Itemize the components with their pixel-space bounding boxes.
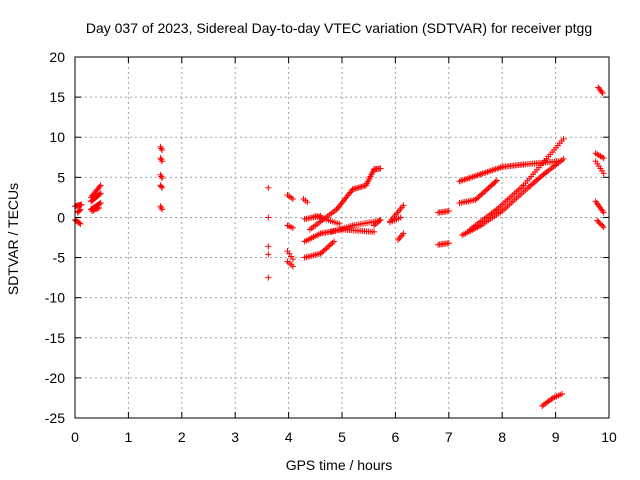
x-tick-label: 8	[498, 429, 506, 445]
data-point	[158, 184, 164, 190]
y-axis-label: SDTVAR / TECUs	[5, 183, 21, 295]
data-point	[324, 245, 330, 251]
x-tick-label: 6	[392, 429, 400, 445]
y-tick-label: -20	[45, 370, 65, 386]
x-tick-labels: 0 1 2 3 4 5 6 7 8 9 10	[71, 429, 617, 445]
y-tick-label: -5	[53, 250, 66, 266]
data-point	[322, 247, 328, 253]
data-point	[481, 189, 487, 195]
x-tick-label: 1	[125, 429, 133, 445]
x-tick-label: 7	[445, 429, 453, 445]
y-tick-label: 15	[49, 89, 65, 105]
y-tick-label: 5	[57, 169, 65, 185]
data-point	[330, 240, 336, 246]
data-point	[483, 188, 489, 194]
data-point	[486, 185, 492, 191]
data-point	[328, 241, 334, 247]
x-tick-label: 0	[71, 429, 79, 445]
x-axis-label: GPS time / hours	[286, 457, 393, 473]
y-tick-label: -10	[45, 290, 65, 306]
x-tick-label: 3	[231, 429, 239, 445]
data-point	[265, 185, 271, 191]
grid-lines	[75, 57, 609, 418]
data-point	[321, 248, 327, 254]
x-tick-label: 4	[285, 429, 293, 445]
x-tick-label: 2	[178, 429, 186, 445]
data-point	[325, 244, 331, 250]
y-tick-label: -15	[45, 330, 65, 346]
x-tick-label: 5	[338, 429, 346, 445]
data-point	[265, 251, 271, 257]
x-tick-label: 10	[601, 429, 617, 445]
data-points	[72, 84, 607, 408]
data-point	[265, 243, 271, 249]
data-point	[265, 214, 271, 220]
data-point	[477, 193, 483, 199]
chart-title: Day 037 of 2023, Sidereal Day-to-day VTE…	[86, 20, 592, 36]
data-point	[484, 186, 490, 192]
data-point	[265, 275, 271, 281]
data-point	[446, 208, 452, 214]
data-point	[480, 190, 486, 196]
y-tick-label: 10	[49, 129, 65, 145]
data-point	[478, 192, 484, 198]
y-tick-label: 0	[57, 209, 65, 225]
y-tick-labels: -25 -20 -15 -10 -5 0 5 10 15 20	[45, 49, 65, 426]
y-tick-label: 20	[49, 49, 65, 65]
y-tick-label: -25	[45, 410, 65, 426]
data-point	[331, 239, 337, 245]
data-point	[327, 243, 333, 249]
x-tick-label: 9	[552, 429, 560, 445]
data-point	[446, 240, 452, 246]
data-point	[475, 194, 481, 200]
